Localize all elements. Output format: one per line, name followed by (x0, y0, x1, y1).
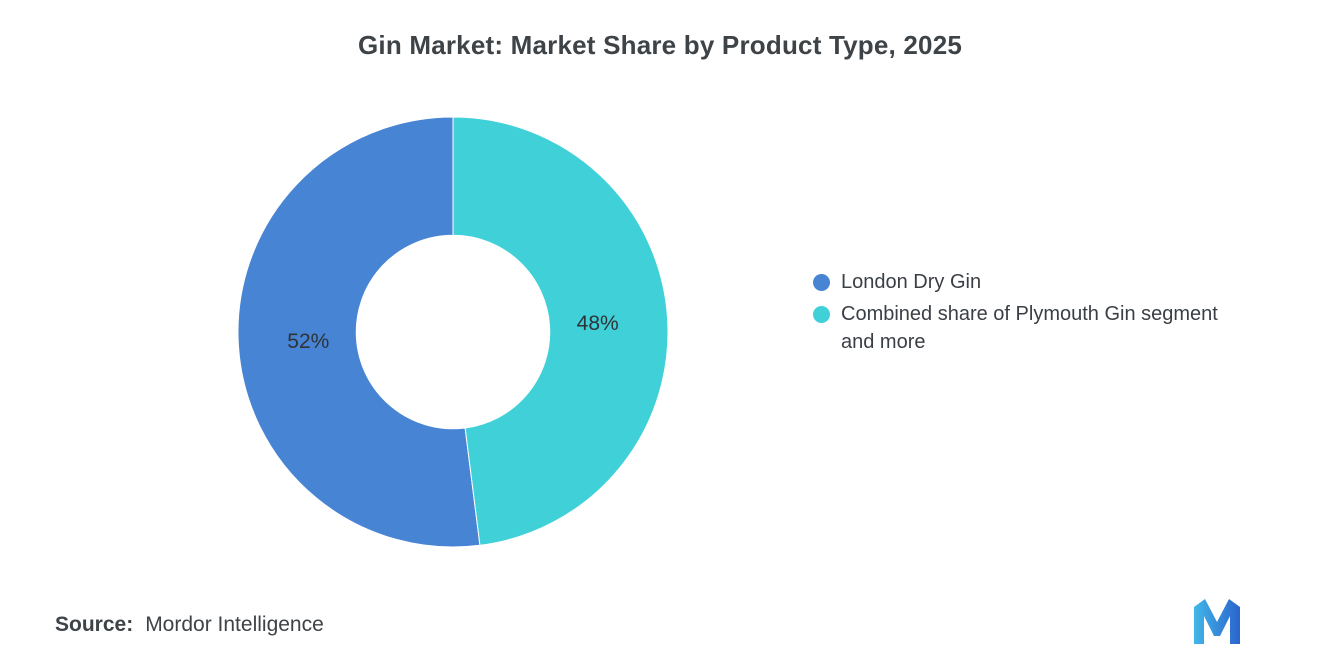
mordor-intelligence-logo-icon (1194, 599, 1240, 644)
chart-title: Gin Market: Market Share by Product Type… (357, 30, 963, 60)
legend: London Dry Gin Combined share of Plymout… (813, 268, 1221, 360)
legend-label-london-dry-gin: London Dry Gin (841, 271, 982, 293)
source-value: Mordor Intelligence (145, 613, 324, 636)
legend-item-london-dry-gin[interactable]: London Dry Gin (813, 268, 1221, 296)
donut-chart: 52% 48% (237, 116, 669, 548)
donut-slice-0[interactable] (237, 116, 481, 548)
legend-marker-plymouth-combined-icon (813, 306, 830, 323)
legend-marker-london-dry-gin-icon (813, 274, 830, 291)
legend-item-plymouth-combined[interactable]: Combined share of Plymouth Gin segment a… (813, 300, 1221, 356)
source-label: Source: (55, 613, 134, 636)
legend-label-plymouth-combined: Combined share of Plymouth Gin segment a… (841, 303, 1218, 353)
source: Source: Mordor Intelligence (55, 613, 324, 637)
slice-label-0: 52% (287, 330, 329, 353)
slice-label-1: 48% (577, 312, 619, 335)
donut-slice-1[interactable] (452, 116, 669, 546)
